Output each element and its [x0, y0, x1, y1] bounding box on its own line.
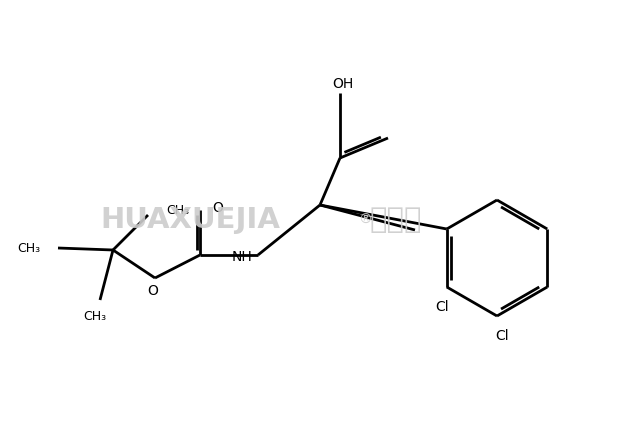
Text: Cl: Cl [435, 300, 449, 314]
Text: 化学加: 化学加 [370, 206, 422, 234]
Text: ®: ® [358, 213, 372, 227]
Text: CH₃: CH₃ [84, 310, 107, 323]
Text: CH₃: CH₃ [17, 242, 40, 255]
Text: O: O [147, 284, 158, 298]
Text: NH: NH [231, 250, 252, 264]
Text: Cl: Cl [495, 329, 509, 343]
Text: O: O [212, 201, 223, 215]
Text: HUAXUEJIA: HUAXUEJIA [100, 206, 280, 234]
Text: OH: OH [332, 77, 354, 91]
Text: CH₃: CH₃ [166, 203, 189, 217]
